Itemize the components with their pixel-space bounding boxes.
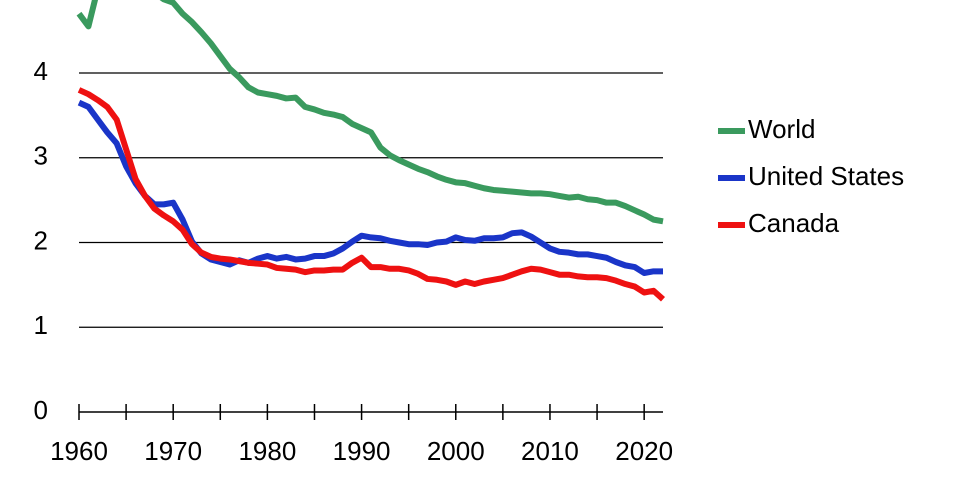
y-tick-label: 2 xyxy=(34,225,48,255)
legend-label: World xyxy=(748,114,815,144)
legend-label: United States xyxy=(748,161,904,191)
x-tick-label: 1960 xyxy=(50,436,108,466)
legend-label: Canada xyxy=(748,208,840,238)
series-line xyxy=(76,0,664,225)
y-tick-label: 1 xyxy=(34,310,48,340)
y-tick-label: 3 xyxy=(34,141,48,171)
x-tick-label: 2020 xyxy=(615,436,673,466)
y-tick-label: 0 xyxy=(34,395,48,425)
x-tick-label: 1970 xyxy=(144,436,202,466)
x-tick-label: 2000 xyxy=(427,436,485,466)
y-tick-label: 4 xyxy=(34,56,48,86)
x-tick-label: 2010 xyxy=(521,436,579,466)
x-tick-label: 1980 xyxy=(238,436,296,466)
series-line xyxy=(77,99,663,277)
series-line xyxy=(77,87,666,302)
x-tick-label: 1990 xyxy=(333,436,391,466)
y-tick-label: 5 xyxy=(34,0,48,1)
